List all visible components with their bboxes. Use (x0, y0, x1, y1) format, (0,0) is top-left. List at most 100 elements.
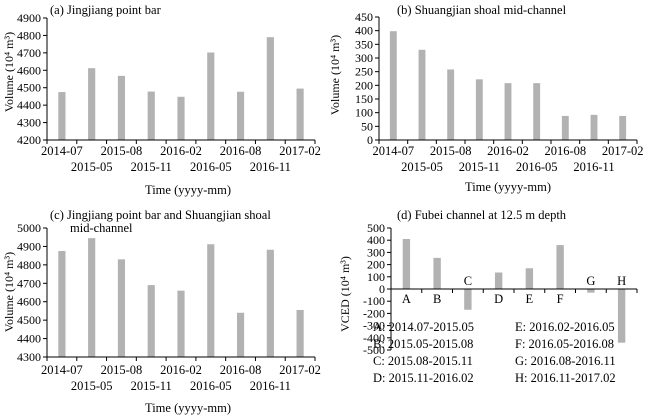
panel-c-title-line1: (c) Jingjiang point bar and Shuangjian s… (50, 208, 271, 222)
panel-d-legend-item: C: 2015.08-2015.11 (373, 354, 473, 368)
panel-d-y-tick-label: -200 (363, 306, 385, 320)
panel-d-legend-item: E: 2016.02-2016.05 (515, 320, 615, 334)
panel-c-x-tick-label: 2016-05 (190, 379, 232, 393)
panel-d-x-tick-label: E (526, 292, 534, 306)
panel-b-x-tick-label: 2017-02 (602, 144, 644, 158)
panel-c-bar-2017-02 (296, 310, 304, 357)
panel-b-x-tick-label: 2015-11 (459, 160, 500, 174)
panel-d-x-tick-label: G (586, 274, 595, 288)
panel-d-x-tick-label: D (494, 292, 503, 306)
panel-c-bar-2016-08 (236, 312, 245, 357)
panel-b-y-tick-label: 50 (361, 119, 373, 133)
panel-d-legend-item: F: 2016.05-2016.08 (515, 337, 614, 351)
panel-a-xlabel: Time (yyyy-mm) (145, 183, 231, 197)
panel-c-x-tick-label: 2015-08 (101, 363, 143, 377)
panel-b-x-tick-label: 2015-05 (401, 160, 443, 174)
panel-a-bar-2017-02 (296, 88, 304, 140)
panel-b-xlabel: Time (yyyy-mm) (465, 180, 551, 194)
panel-b-bar-2016-11 (590, 114, 598, 140)
panel-d-x-tick-label: B (433, 292, 441, 306)
panel-c-bar-2016-11 (266, 249, 274, 357)
panel-b-x-tick-label: 2016-08 (544, 144, 586, 158)
panel-c-y-tick-label: 4600 (17, 295, 41, 309)
panel-c-x-tick-label: 2016-02 (160, 363, 202, 377)
panel-d-y-tick-label: 100 (367, 270, 385, 284)
panel-d-y-tick-label: 200 (367, 258, 385, 272)
panel-d-legend-item: A: 2014.07-2015.05 (373, 320, 474, 334)
panel-b-y-tick-label: 150 (355, 92, 373, 106)
panel-a-y-tick-label: 4600 (17, 63, 41, 77)
panel-d-y-tick-label: -500 (363, 343, 385, 357)
panel-b-y-tick-label: 350 (355, 37, 373, 51)
panel-b-bar-2014-07 (389, 31, 397, 140)
panel-a-ylabel: Volume (10⁴ m³) (2, 32, 16, 112)
panel-d-bar-G (587, 289, 595, 293)
panel-d-ylabel: VCED (10⁴ m³) (338, 256, 352, 332)
panel-c-y-tick-label: 5000 (17, 221, 41, 235)
panel-d-bar-H (617, 289, 626, 343)
panel-d-bar-E (525, 268, 534, 289)
panel-c-y-tick-label: 4400 (17, 332, 41, 346)
panel-b-bar-2015-05 (418, 49, 426, 140)
panel-c-bar-2015-11 (147, 285, 155, 357)
panel-a-bar-2014-07 (58, 92, 66, 140)
panel-c-ylabel: Volume (10⁴ m³) (2, 252, 16, 332)
panel-c-x-tick-label: 2017-02 (279, 363, 321, 377)
panel-d-bar-D (494, 272, 503, 289)
panel-b-y-tick-label: 300 (355, 51, 373, 65)
panel-c: (c) Jingjiang point bar and Shuangjian s… (2, 208, 321, 415)
panel-a-x-tick-label: 2015-11 (131, 160, 172, 174)
panel-b-bar-2015-08 (447, 69, 455, 140)
panel-d-title: (d) Fubei channel at 12.5 m depth (397, 208, 567, 222)
panel-d: (d) Fubei channel at 12.5 m depth VCED (… (338, 208, 638, 385)
panel-d-y-tick-label: -300 (363, 319, 385, 333)
panel-c-x-tick-label: 2016-11 (250, 379, 291, 393)
panel-b-bar-2017-02 (619, 115, 627, 140)
panel-b-x-tick-label: 2016-05 (516, 160, 558, 174)
panel-a-y-tick-label: 4900 (17, 11, 41, 25)
panel-b-y-tick-label: 0 (367, 133, 373, 147)
panel-c-xlabel: Time (yyyy-mm) (145, 401, 231, 415)
panel-d-bar-A (402, 238, 411, 289)
panel-b-y-tick-label: 400 (355, 24, 373, 38)
panel-d-y-tick-label: -100 (363, 294, 385, 308)
panel-a-x-tick-label: 2015-08 (101, 144, 143, 158)
panel-a-y-tick-label: 4800 (17, 28, 41, 42)
panel-b-title: (b) Shuangjian shoal mid-channel (397, 3, 567, 17)
panel-a-x-tick-label: 2016-02 (160, 144, 202, 158)
panel-b-bar-2016-05 (533, 83, 541, 140)
panel-a-x-tick-label: 2016-05 (190, 160, 232, 174)
panel-d-legend-item: G: 2016.08-2016.11 (515, 354, 616, 368)
panel-d-x-tick-label: C (464, 274, 472, 288)
panel-d-bar-C (464, 289, 472, 310)
panel-d-x-tick-label: H (617, 274, 626, 288)
panel-c-x-tick-label: 2015-05 (71, 379, 113, 393)
panel-d-y-tick-label: 300 (367, 245, 385, 259)
panel-a-y-tick-label: 4200 (17, 133, 41, 147)
panel-b-y-tick-label: 100 (355, 106, 373, 120)
panel-b-ylabel: Volume (10⁴ m³) (328, 35, 342, 115)
panel-a-bar-2016-02 (177, 96, 185, 140)
panel-b-x-tick-label: 2014-07 (372, 144, 414, 158)
panel-a: (a) Jingjiang point bar Volume (10⁴ m³) … (2, 3, 321, 197)
panel-b-bar-2016-08 (561, 115, 569, 140)
panel-d-y-tick-label: 0 (379, 282, 385, 296)
panel-c-bar-2015-08 (117, 259, 126, 357)
panel-a-bar-2015-08 (117, 75, 126, 140)
panel-b-x-tick-label: 2015-08 (430, 144, 472, 158)
panel-b-y-tick-label: 450 (355, 10, 373, 24)
panel-a-title: (a) Jingjiang point bar (50, 3, 162, 17)
panel-b-y-tick-label: 200 (355, 78, 373, 92)
panel-d-legend-item: B: 2015.05-2015.08 (373, 337, 473, 351)
panel-a-x-tick-label: 2017-02 (279, 144, 321, 158)
panel-a-x-tick-label: 2015-05 (71, 160, 113, 174)
panel-c-bar-2014-07 (58, 251, 66, 357)
panel-c-y-tick-label: 4300 (17, 350, 41, 364)
panel-a-y-tick-label: 4500 (17, 81, 41, 95)
panel-a-x-tick-label: 2014-07 (41, 144, 83, 158)
panel-d-bar-B (433, 257, 441, 289)
panel-d-x-tick-label: F (557, 292, 564, 306)
panel-a-bar-2016-08 (236, 91, 245, 140)
panel-c-y-tick-label: 4500 (17, 313, 41, 327)
